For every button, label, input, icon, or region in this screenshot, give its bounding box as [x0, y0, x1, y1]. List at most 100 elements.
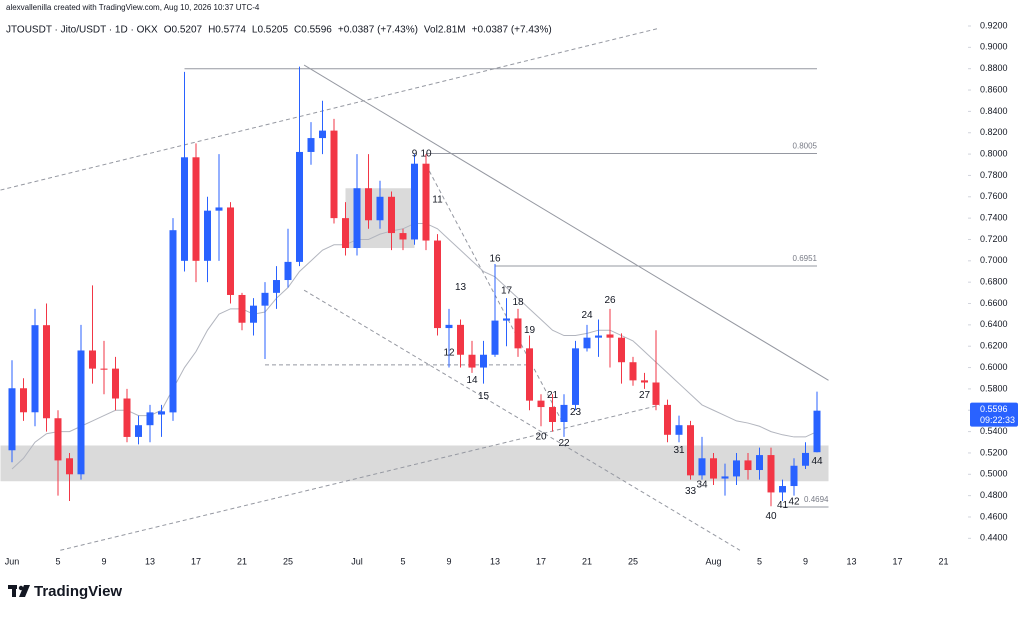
y-tick-label: 0.5400 — [980, 426, 1008, 436]
y-tick-label: 0.4400 — [980, 533, 1008, 543]
candle-body — [31, 325, 39, 413]
y-tick-label: 0.7800 — [980, 170, 1008, 180]
wave-label: 13 — [455, 282, 467, 293]
candle-body — [192, 157, 200, 261]
candle-body — [549, 407, 556, 422]
candle-body — [296, 151, 303, 262]
candle-body — [813, 410, 821, 453]
x-tick-label: 9 — [101, 556, 106, 566]
candle-body — [319, 130, 326, 139]
y-tick-label: 0.6400 — [980, 319, 1008, 329]
logo-part — [12, 585, 16, 597]
y-tick-label: 0.8200 — [980, 127, 1008, 137]
axes: 0.44000.46000.48000.50000.52000.54000.56… — [5, 20, 1018, 566]
candle-body — [560, 404, 568, 422]
wave-label: 17 — [501, 285, 513, 296]
x-tick-label: Aug — [705, 556, 721, 566]
candle-body — [330, 130, 338, 219]
candle-body — [434, 240, 441, 329]
y-tick-label: 0.6200 — [980, 341, 1008, 351]
legend: JTOUSDT · Jito/USDT · 1D · OKX O0.5207 H0.… — [6, 25, 552, 36]
level-label: 0.4694 — [804, 495, 829, 504]
y-tick-label: 0.9000 — [980, 42, 1008, 52]
y-tick-label: 0.8000 — [980, 148, 1008, 158]
level-label: 0.6951 — [793, 254, 818, 263]
y-tick-label: 0.7400 — [980, 213, 1008, 223]
y-tick-label: 0.5200 — [980, 447, 1008, 457]
y-tick-label: 0.6600 — [980, 298, 1008, 308]
wave-label: 15 — [478, 391, 490, 402]
candle-body — [480, 354, 487, 368]
x-tick-label: 5 — [757, 556, 762, 566]
candle-body — [77, 350, 85, 475]
candle-body — [468, 354, 476, 368]
y-tick-label: 0.5000 — [980, 469, 1008, 479]
x-tick-label: Jun — [5, 556, 20, 566]
x-tick-label: 21 — [582, 556, 592, 566]
candle-body — [89, 350, 96, 369]
logo-part — [19, 585, 30, 597]
x-tick-label: 13 — [846, 556, 856, 566]
candle-body — [744, 460, 752, 471]
x-tick-label: 5 — [55, 556, 60, 566]
legend-item: C0.5596 — [294, 25, 332, 36]
y-tick-label: 0.7000 — [980, 255, 1008, 265]
candle-body — [675, 425, 683, 435]
trend-line — [0, 27, 660, 191]
candle-body — [664, 404, 671, 435]
candle-body — [123, 398, 131, 437]
x-tick-label: 25 — [283, 556, 293, 566]
price-tag-countdown: 09:22:33 — [980, 415, 1015, 425]
candle-body — [445, 324, 453, 329]
candle-body — [583, 337, 591, 349]
credit: alexvallenilla created with TradingView.… — [6, 3, 260, 12]
candle-body — [537, 400, 545, 408]
y-tick-label: 0.4800 — [980, 490, 1008, 500]
x-tick-label: 17 — [892, 556, 902, 566]
wave-label: 40 — [765, 511, 777, 522]
wave-label: 21 — [547, 390, 559, 401]
candle-body — [100, 368, 108, 370]
trend-line — [60, 404, 660, 551]
y-tick-label: 0.4600 — [980, 511, 1008, 521]
candle-body — [422, 163, 430, 241]
x-tick-label: 21 — [938, 556, 948, 566]
candle-body — [66, 458, 73, 475]
candle-body — [652, 382, 660, 405]
candle-body — [710, 458, 717, 479]
candle-body — [284, 261, 292, 281]
wave-label: 42 — [788, 497, 800, 508]
y-tick-label: 0.8600 — [980, 84, 1008, 94]
candle-body — [595, 335, 602, 338]
candle-body — [388, 196, 395, 234]
candle-body — [227, 207, 234, 295]
candle-body — [342, 218, 349, 249]
x-tick-label: 9 — [446, 556, 451, 566]
wave-label: 14 — [466, 375, 478, 386]
candle-body — [526, 348, 533, 401]
legend-item: +0.0387 (+7.43%) — [472, 25, 552, 36]
candle-body — [112, 368, 119, 399]
candle-body — [733, 460, 740, 477]
trend-line — [303, 64, 829, 381]
x-tick-label: 25 — [628, 556, 638, 566]
x-tick-label: 21 — [237, 556, 247, 566]
candle-body — [43, 325, 50, 419]
candle-body — [687, 425, 694, 476]
y-tick-label: 0.7200 — [980, 234, 1008, 244]
candle-body — [641, 380, 648, 383]
candle-body — [572, 348, 579, 405]
wave-label: 44 — [811, 456, 823, 467]
moving-average — [11, 222, 818, 470]
candle-body — [721, 476, 729, 479]
wave-label: 11 — [432, 195, 443, 206]
wave-label: 18 — [512, 297, 524, 308]
wave-label: 27 — [639, 390, 651, 401]
price-tag — [970, 402, 1018, 427]
candle-body — [20, 388, 27, 413]
candle-body — [158, 411, 165, 415]
wave-label: 33 — [685, 486, 697, 497]
x-tick-label: 13 — [145, 556, 155, 566]
